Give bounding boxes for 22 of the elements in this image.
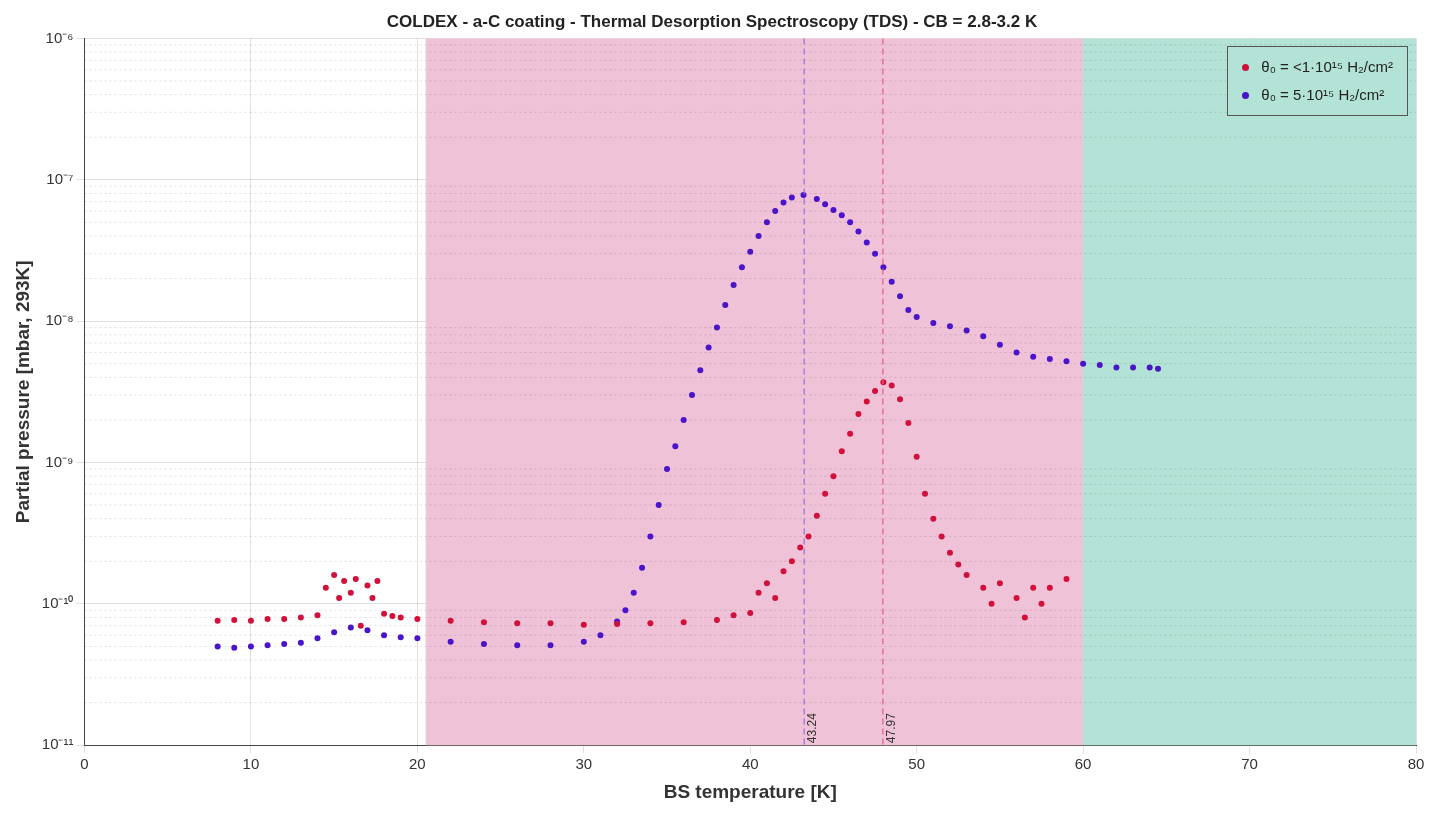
y-tick-label: 10⁻⁸ xyxy=(45,311,74,329)
x-tick-label: 20 xyxy=(409,755,426,773)
x-tick-label: 30 xyxy=(575,755,593,773)
x-tick-label: 10 xyxy=(242,755,260,773)
y-tick-label: 10⁻¹¹ xyxy=(41,735,74,753)
x-tick-label: 70 xyxy=(1241,755,1258,773)
y-axis-title: Partial pressure [mbar, 293K] xyxy=(11,260,33,524)
y-tick-label: 10⁻¹⁰ xyxy=(41,593,74,611)
legend-label: θ₀ = <1·10¹⁵ H₂/cm² xyxy=(1261,57,1393,78)
x-axis-title: BS temperature [K] xyxy=(663,780,837,802)
x-tick-label: 50 xyxy=(908,755,926,773)
legend-label: θ₀ = 5·10¹⁵ H₂/cm² xyxy=(1261,85,1385,106)
x-tick-label: 40 xyxy=(741,755,759,773)
y-tick-label: 10⁻⁷ xyxy=(46,169,74,187)
x-tick-label: 0 xyxy=(80,755,89,773)
ref-line-label: 47.97 xyxy=(884,712,899,744)
x-tick-label: 80 xyxy=(1407,755,1425,773)
y-tick-label: 10⁻⁶ xyxy=(45,28,74,46)
y-tick-label: 10⁻⁹ xyxy=(45,452,74,470)
chart-title: COLDEX - a-C coating - Thermal Desorption Spectroscopy (TDS) - CB = 2.8-3.2 K xyxy=(386,11,1038,31)
ref-line-label: 43.24 xyxy=(805,712,820,744)
x-tick-label: 60 xyxy=(1074,755,1092,773)
